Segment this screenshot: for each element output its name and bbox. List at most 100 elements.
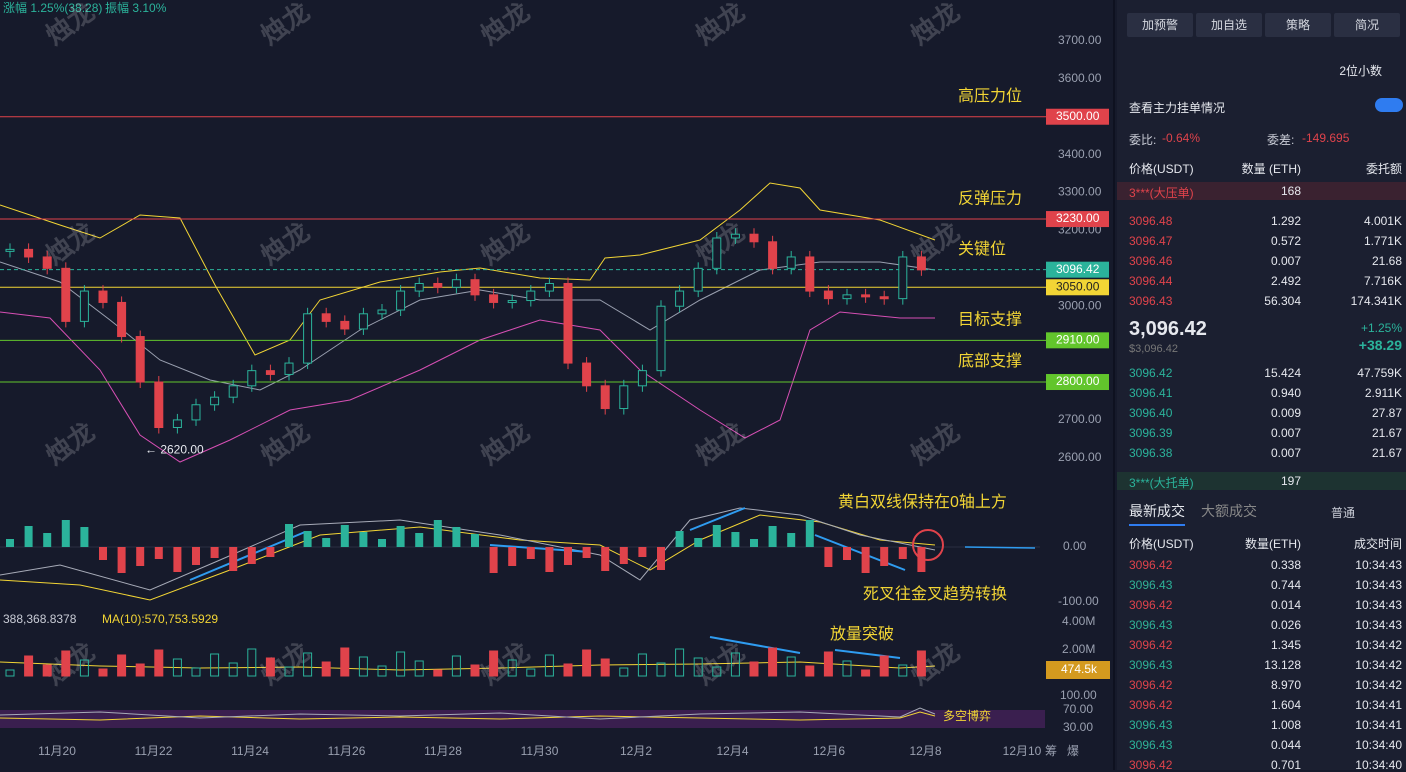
candle [916,256,926,271]
candle [377,309,387,315]
candle [210,396,220,406]
last-price: 3,096.42 [1129,318,1207,340]
volume-bar [117,654,127,677]
volume-bar [526,668,536,677]
trade-row: 10:34:40 [1355,738,1402,752]
diff: -149.695 [1302,131,1350,145]
x-tick-label: 12月10 [1003,744,1042,758]
macd-bar [861,547,870,573]
watermark: 烛龙 [40,416,100,470]
depth-toggle: 查看主力挂单情况 [1129,101,1226,115]
volume-bar [61,650,71,677]
macd-bar [285,524,293,547]
macd-bar [880,547,889,566]
footer-icon[interactable]: 筹 [1045,744,1057,758]
action-button[interactable]: 加自选 [1196,13,1262,37]
trade-row: 3096.42 [1129,558,1173,572]
volume-bar [656,662,666,677]
volume-bar [5,669,15,677]
macd-bar [750,539,758,547]
trade-row: 3096.42 [1129,598,1173,612]
ratio: -0.64% [1162,131,1201,145]
candle [693,267,703,292]
decimals-select: 2位小数 [1339,64,1382,78]
footer-icon[interactable]: 爆 [1067,744,1079,758]
macd-bar [452,527,461,547]
macd-bar [396,526,405,547]
last-usd: $3,096.42 [1129,343,1178,355]
candle [79,290,89,322]
y-tick-label: 3700.00 [1058,33,1102,47]
level-label: 2910.00 [1056,333,1100,347]
watermark: 烛龙 [255,216,315,270]
last-pct: +1.25% [1360,321,1402,335]
x-tick-label: 12月4 [716,744,748,758]
macd-bar [582,547,591,558]
candle [879,296,889,300]
candle [675,290,685,307]
macd-bar [712,525,721,547]
candle [507,300,517,304]
macd-bar [359,532,368,547]
volume-bar [42,664,52,677]
macd-bar [601,547,610,571]
big-ask-label: 3***(大压单) [1129,186,1194,200]
level-label: 3230.00 [1056,211,1100,225]
tab[interactable]: 大额成交 [1201,503,1257,519]
trade-row: 3096.42 [1129,678,1173,692]
candle [768,241,778,269]
trade-row: 8.970 [1270,678,1301,692]
volume-bar [24,655,34,677]
volume-bar [210,653,220,677]
trade-row: 3096.42 [1129,698,1173,712]
big-bid-bar [1117,472,1406,490]
macd-bar [787,533,796,547]
ask-row: 1.292 [1270,214,1301,228]
volume-bar [489,650,499,677]
volume-bar [898,664,908,677]
trade-header: 数量(ETH) [1245,537,1301,551]
volume-bar [79,659,89,677]
trade-header: 成交时间 [1353,537,1402,551]
volume-bar [433,669,443,677]
candle [582,362,592,387]
macd-bar [805,520,814,547]
y-tick-label: 2700.00 [1058,412,1102,426]
tab-filter[interactable]: 普通 [1331,506,1356,520]
watermark: 烛龙 [475,0,535,51]
trade-row: 3096.43 [1129,738,1173,752]
macd-bar [210,547,219,558]
volume-bar [823,651,833,677]
candle [489,294,499,303]
y-tick-label: 3400.00 [1058,147,1102,161]
ask-row: 1.771K [1363,234,1402,248]
action-button[interactable]: 策略 [1265,13,1331,37]
trade-row: 10:34:43 [1355,558,1402,572]
ask-row: 174.341K [1350,294,1402,308]
macd-bar [824,547,833,567]
tab[interactable]: 最新成交 [1129,501,1185,526]
ask-row: 3096.44 [1129,274,1173,288]
macd-bar [675,531,684,547]
volume-bar [154,649,164,677]
bid-row: 0.940 [1270,386,1301,400]
signal-line [0,507,936,591]
x-tick-label: 11月30 [521,744,559,758]
macd-bar [489,547,498,573]
toggle-switch [1375,98,1403,112]
action-button[interactable]: 加预警 [1127,13,1193,37]
candle [191,404,201,421]
candle [451,279,461,288]
volume-bar [861,669,871,677]
volume-bar [303,652,313,677]
action-button[interactable]: 简况 [1334,13,1400,37]
trade-row: 10:34:42 [1355,658,1402,672]
volume-note: 放量突破 [830,625,894,643]
ask-row: 56.304 [1264,294,1301,308]
trade-row: 1.604 [1270,698,1301,712]
volume-bar [675,648,685,677]
x-tick-label: 12月2 [620,744,652,758]
trade-row: 0.014 [1270,598,1301,612]
y-tick-label: 3600.00 [1058,71,1102,85]
